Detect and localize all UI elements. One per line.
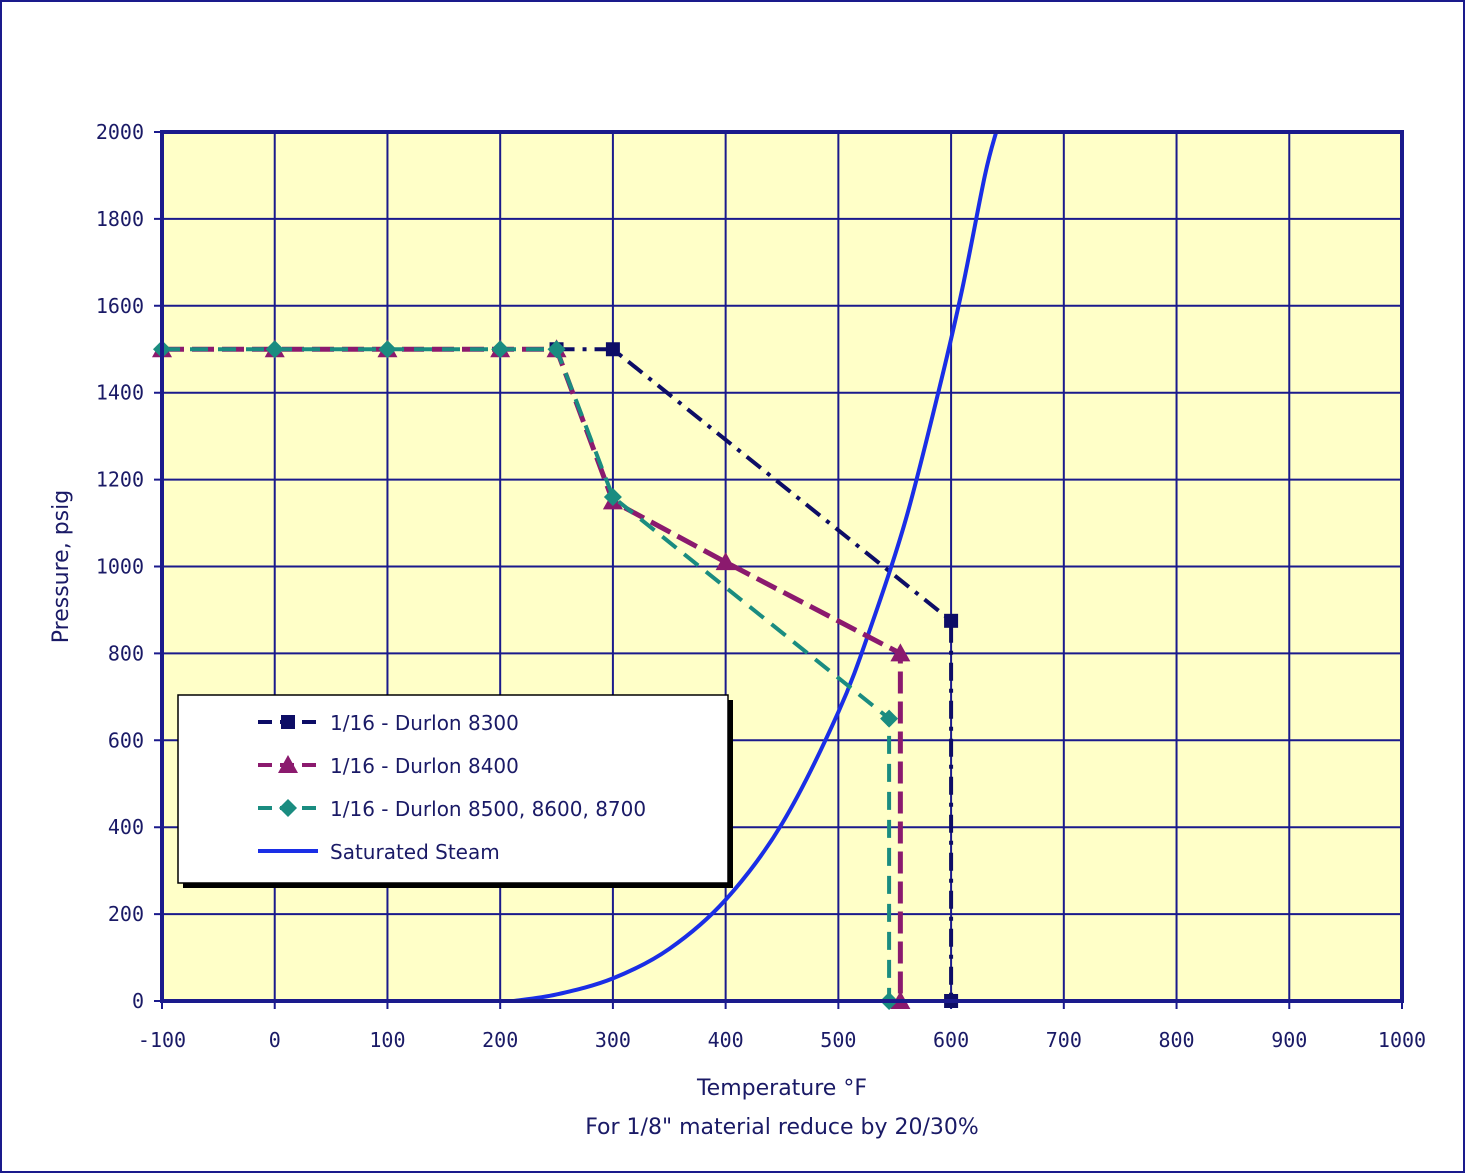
y-tick-label: 400 (108, 815, 144, 839)
y-tick-label: 1800 (96, 207, 144, 231)
x-tick-label: -100 (138, 1028, 186, 1052)
square-marker (605, 342, 620, 357)
y-tick-label: 200 (108, 902, 144, 926)
series-2 (153, 340, 899, 1010)
triangle-marker (715, 552, 736, 571)
x-tick-label: 300 (595, 1028, 631, 1052)
legend-item: 1/16 - Durlon 8500, 8600, 8700 (258, 797, 646, 821)
diamond-marker (378, 340, 397, 359)
legend-item: 1/16 - Durlon 8400 (258, 754, 519, 778)
chart-note: For 1/8" material reduce by 20/30% (585, 1115, 979, 1140)
diamond-marker (603, 487, 622, 506)
x-tick-label: 200 (482, 1028, 518, 1052)
series-layer (152, 131, 999, 1010)
x-tick-label: 1000 (1378, 1028, 1426, 1052)
x-tick-label: 500 (820, 1028, 856, 1052)
square-marker (944, 613, 959, 628)
y-tick-label: 600 (108, 728, 144, 752)
legend-item: 1/16 - Durlon 8300 (258, 711, 519, 735)
plot-border (160, 130, 1404, 1003)
diamond-marker (880, 709, 899, 728)
legend-label: 1/16 - Durlon 8500, 8600, 8700 (330, 797, 646, 821)
series-line (556, 347, 954, 1001)
x-tick-label: 900 (1271, 1028, 1307, 1052)
diamond-marker (491, 340, 510, 359)
square-marker (281, 715, 295, 729)
legend-label: 1/16 - Durlon 8400 (330, 754, 519, 778)
y-tick-labels: 0 200 400 600 800 1000 1200 1400 1600 1800 2000 (96, 120, 144, 1013)
y-tick-label: 0 (132, 989, 144, 1013)
diamond-marker (279, 799, 297, 817)
legend: 1/16 - Durlon 8300 1/16 - Durlon 8400 1/16… (177, 694, 733, 888)
legend-label: Saturated Steam (330, 840, 500, 864)
x-tick-label: 100 (369, 1028, 405, 1052)
legend-item: Saturated Steam (258, 840, 500, 864)
x-tick-label: 800 (1158, 1028, 1194, 1052)
x-tick-label: 600 (933, 1028, 969, 1052)
y-tick-label: 2000 (96, 120, 144, 144)
y-tick-label: 1200 (96, 468, 144, 492)
y-tick-label: 1600 (96, 294, 144, 318)
x-tick-label: 0 (269, 1028, 281, 1052)
series-line-saturated-steam (513, 131, 999, 1003)
x-axis-title: Temperature °F (696, 1076, 867, 1101)
y-tick-label: 1000 (96, 555, 144, 579)
triangle-marker (278, 755, 298, 773)
x-tick-label: 400 (708, 1028, 744, 1052)
diamond-marker (265, 340, 284, 359)
legend-label: 1/16 - Durlon 8300 (330, 711, 519, 735)
series-line (162, 347, 892, 1001)
y-axis-title: Pressure, psig (49, 490, 74, 643)
diamond-marker (547, 340, 566, 359)
y-tick-label: 1400 (96, 381, 144, 405)
triangle-marker (890, 643, 911, 662)
x-tick-label: 700 (1046, 1028, 1082, 1052)
series-3 (513, 131, 999, 1003)
y-tick-label: 800 (108, 641, 144, 665)
x-tick-labels: -100 0 100 200 300 400 500 600 700 800 900 1000 (138, 1028, 1426, 1052)
